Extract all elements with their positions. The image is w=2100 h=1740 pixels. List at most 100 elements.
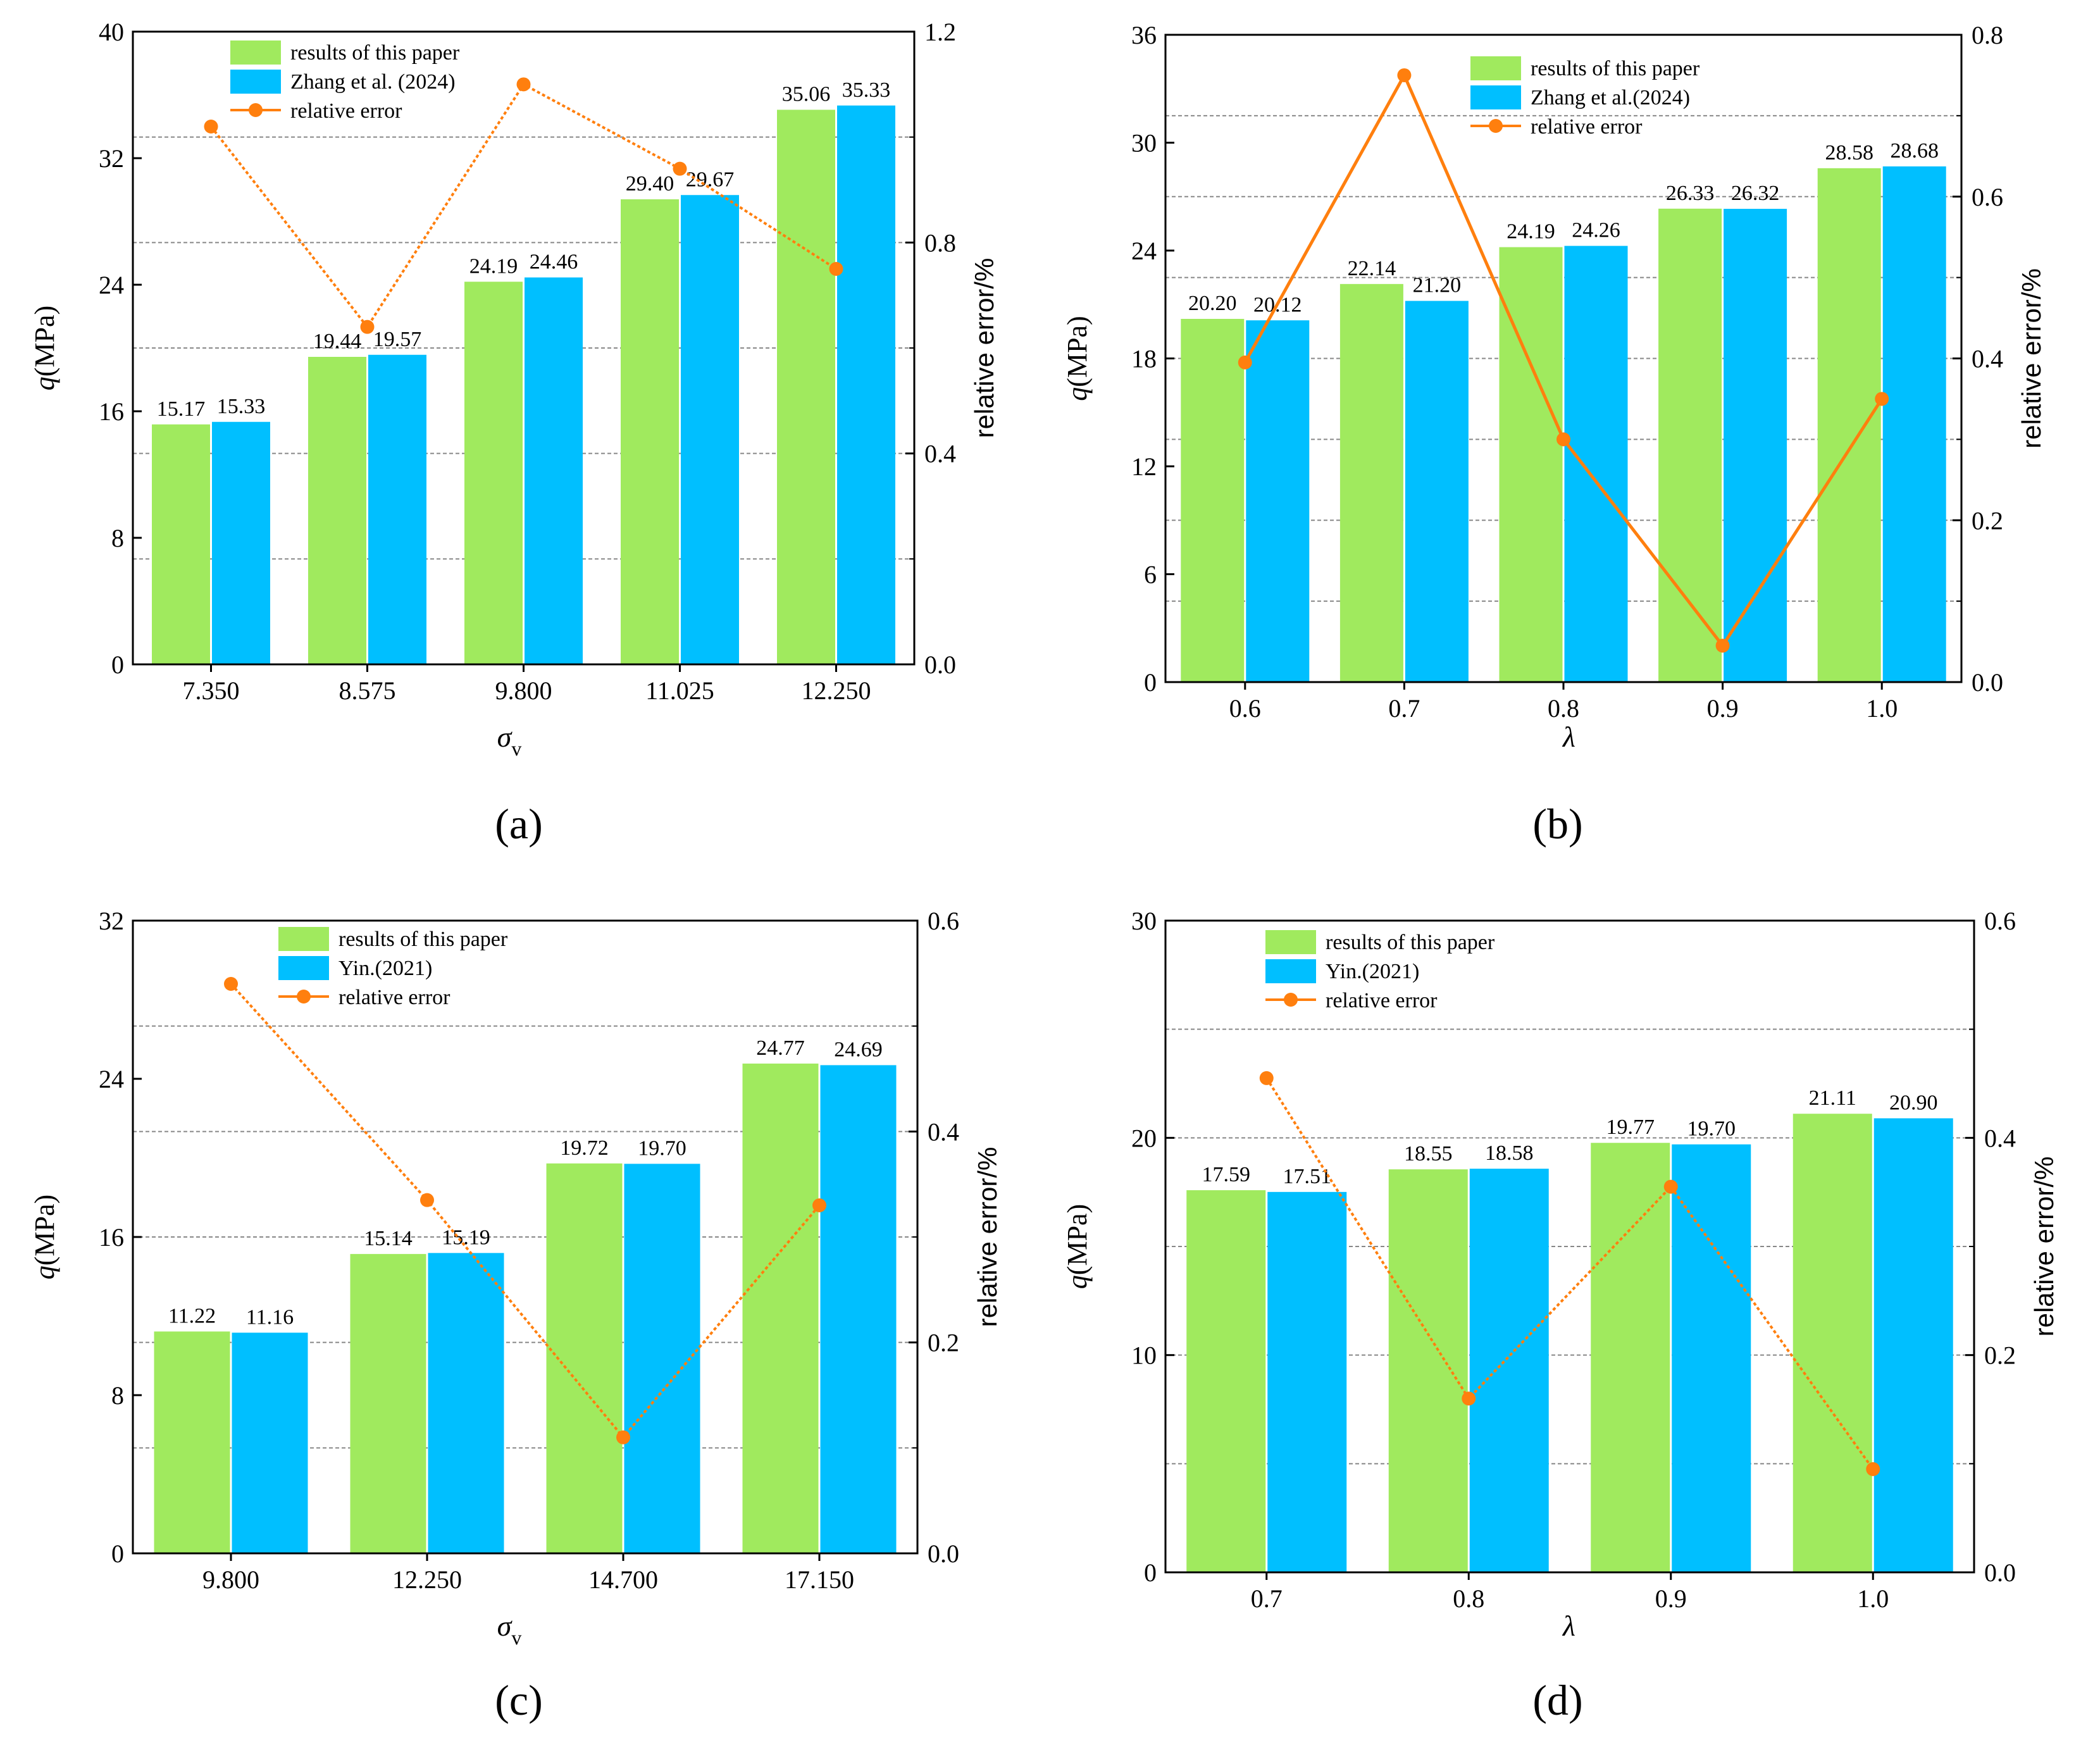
y2-axis-title: relative error/% — [969, 258, 999, 438]
y-tick-label: 24 — [99, 1065, 124, 1093]
y2-tick-label: 0.8 — [924, 228, 956, 257]
y-tick-label: 12 — [1131, 452, 1157, 481]
bar-value-label: 24.69 — [834, 1038, 883, 1061]
x-tick-label: 14.700 — [588, 1565, 658, 1594]
y-tick-label: 18 — [1131, 345, 1157, 373]
bar-value-label: 28.68 — [1890, 139, 1939, 163]
legend-label: Yin.(2021) — [1326, 960, 1419, 983]
bar-value-label: 20.90 — [1889, 1091, 1938, 1114]
y-tick-label: 32 — [99, 907, 124, 935]
legend: results of this paper Zhang et al. (2024)… — [230, 40, 460, 123]
legend-swatch — [230, 70, 281, 94]
bar-value-label: 18.55 — [1404, 1142, 1453, 1165]
chart-panel-d: 17.59 18.55 19.77 21.11 17.51 18.58 19.70 20.90… — [1062, 907, 2059, 1724]
y-axis-unit: (MPa) — [29, 306, 60, 376]
y-tick-label: 8 — [111, 524, 124, 552]
legend-swatch — [1265, 930, 1316, 954]
legend-marker — [297, 990, 311, 1004]
y2-tick-label: 0.0 — [924, 650, 956, 679]
relative-error-point-2 — [1556, 432, 1570, 447]
bar-value-label: 35.06 — [782, 83, 831, 106]
bar-reference-2 — [525, 277, 583, 664]
x-tick-label: 0.7 — [1388, 694, 1420, 723]
bar-reference-3 — [681, 195, 739, 664]
bar-value-label: 29.40 — [626, 172, 674, 196]
relative-error-point-4 — [829, 262, 843, 276]
bar-value-label: 19.57 — [373, 328, 422, 351]
bar-value-label: 19.44 — [313, 330, 362, 353]
legend-label: relative error — [1326, 989, 1438, 1012]
bar-this-paper-4 — [777, 109, 835, 664]
y-axis-var: q — [29, 376, 60, 390]
y2-tick-label: 0.0 — [1972, 668, 2003, 697]
bar-value-label: 20.20 — [1188, 292, 1237, 315]
bar-value-label: 21.11 — [1809, 1086, 1856, 1110]
bar-this-paper-1 — [1388, 1169, 1468, 1572]
y2-axis-title: relative error/% — [972, 1147, 1002, 1327]
bar-value-label: 17.51 — [1283, 1165, 1332, 1188]
y-axis-title: q(MPa) — [29, 306, 60, 390]
y-axis-title: q(MPa) — [29, 1195, 60, 1279]
legend-swatch — [278, 927, 329, 951]
y-tick-label: 0 — [111, 1539, 124, 1568]
bar-value-label: 18.58 — [1485, 1141, 1534, 1165]
legend-label: results of this paper — [339, 928, 508, 951]
bar-value-label: 24.26 — [1572, 219, 1620, 242]
x-tick-label: 1.0 — [1866, 694, 1898, 723]
bar-reference-0 — [232, 1333, 308, 1553]
bar-value-label: 24.19 — [1507, 220, 1555, 244]
chart-panel-c: 11.22 15.14 19.72 24.77 11.16 15.19 19.70 24.69… — [29, 907, 1002, 1724]
legend: results of this paper Zhang et al.(2024) r… — [1470, 56, 1700, 139]
legend-label: results of this paper — [1531, 57, 1700, 80]
legend-label: Yin.(2021) — [339, 957, 432, 980]
bar-value-label: 35.33 — [842, 78, 891, 102]
x-tick-label: 12.250 — [802, 676, 871, 705]
y2-tick-label: 0.4 — [924, 440, 956, 468]
x-tick-label: 12.250 — [392, 1565, 462, 1594]
legend-label: relative error — [339, 986, 450, 1009]
relative-error-point-3 — [812, 1198, 826, 1212]
legend-swatch — [230, 40, 281, 65]
x-tick-label: 0.6 — [1229, 694, 1261, 723]
x-tick-label: 0.9 — [1707, 694, 1739, 723]
legend-marker — [1489, 119, 1503, 133]
bar-value-label: 15.17 — [157, 397, 206, 421]
bar-reference-1 — [1469, 1169, 1549, 1572]
bar-this-paper-3 — [1792, 1114, 1872, 1572]
x-axis-symbol: λ — [1562, 1610, 1575, 1642]
legend-swatch — [1470, 56, 1521, 80]
relative-error-point-1 — [1397, 68, 1412, 82]
bar-value-label: 28.58 — [1825, 141, 1873, 165]
y-axis-var: q — [1062, 1275, 1093, 1289]
bar-value-label: 26.32 — [1731, 182, 1780, 205]
y2-tick-label: 1.2 — [924, 18, 956, 46]
bar-value-label: 17.59 — [1202, 1163, 1251, 1186]
panel-caption: (c) — [495, 1676, 542, 1724]
relative-error-point-2 — [516, 77, 531, 92]
legend-swatch — [1470, 85, 1521, 109]
y2-tick-label: 0.0 — [1984, 1558, 2016, 1587]
bar-value-label: 15.19 — [442, 1226, 490, 1249]
y-tick-label: 36 — [1131, 21, 1157, 49]
bar-value-label: 29.67 — [686, 168, 735, 191]
bar-reference-1 — [428, 1253, 504, 1553]
bar-value-label: 19.70 — [638, 1136, 687, 1160]
y2-tick-label: 0.6 — [928, 907, 959, 935]
bar-reference-3 — [820, 1065, 897, 1553]
y2-tick-label: 0.0 — [928, 1539, 959, 1568]
y-tick-label: 0 — [1144, 1558, 1157, 1587]
y-axis-var: q — [1062, 387, 1093, 401]
y-axis-unit: (MPa) — [1062, 316, 1093, 387]
bar-reference-4 — [837, 105, 895, 664]
legend-swatch — [1265, 959, 1316, 983]
y-tick-label: 30 — [1131, 129, 1157, 158]
bar-reference-4 — [1882, 166, 1946, 682]
relative-error-point-3 — [1715, 638, 1730, 653]
bar-value-label: 11.22 — [168, 1304, 216, 1327]
bar-value-label: 19.77 — [1606, 1115, 1655, 1139]
x-axis-title: λ — [1562, 1610, 1575, 1642]
relative-error-point-2 — [1663, 1179, 1678, 1194]
x-tick-label: 1.0 — [1857, 1584, 1889, 1613]
relative-error-point-0 — [1238, 355, 1252, 370]
